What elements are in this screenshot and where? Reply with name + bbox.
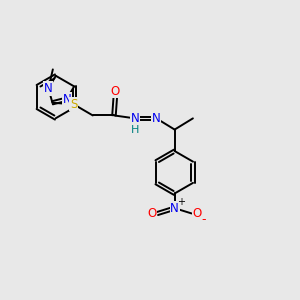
Text: N: N [152,112,161,125]
Text: S: S [70,98,77,111]
Text: N: N [44,82,53,95]
Text: O: O [148,207,157,220]
Text: N: N [62,93,71,106]
Text: +: + [177,197,185,207]
Text: O: O [192,207,202,220]
Text: N: N [170,202,179,215]
Text: H: H [131,125,140,135]
Text: N: N [131,112,140,125]
Text: -: - [202,214,206,226]
Text: O: O [111,85,120,98]
